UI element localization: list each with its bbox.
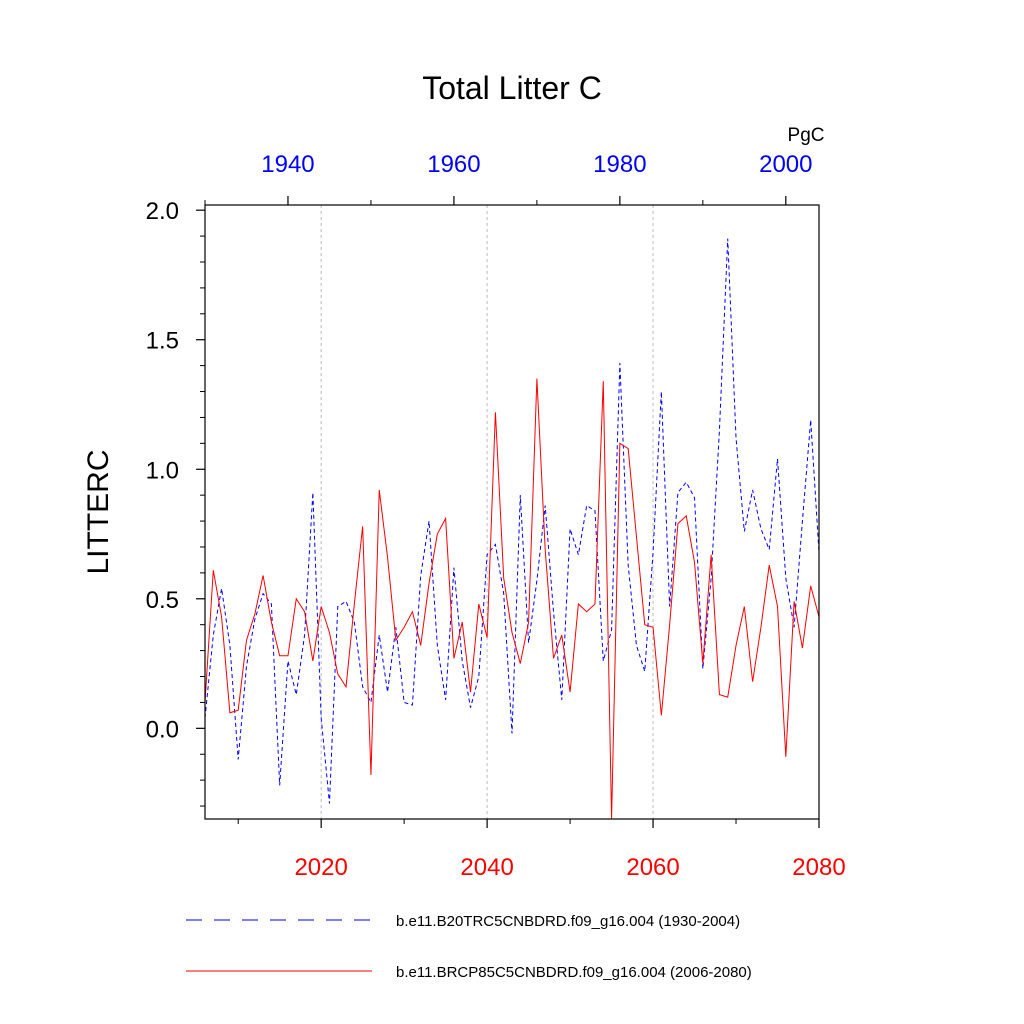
bottom-tick-label-0: 2020 — [294, 854, 347, 881]
y-tick-label-3: 1.5 — [146, 328, 179, 355]
y-tick-label-4: 2.0 — [146, 198, 179, 225]
y-axis-label: LITTERC — [82, 449, 115, 574]
legend-label-rcp85: b.e11.BRCP85C5CNBDRD.f09_g16.004 (2006-2… — [396, 964, 752, 981]
y-tick-label-2: 1.0 — [146, 457, 179, 484]
top-tick-label-2: 1980 — [593, 151, 646, 178]
axes: 0.0 0.5 1.0 1.5 2.0 2020 2040 2060 2080 1940 1960 1… — [146, 151, 846, 881]
legend-label-historical: b.e11.B20TRC5CNBDRD.f09_g16.004 (1930-20… — [396, 913, 740, 930]
bottom-tick-label-2: 2060 — [626, 854, 679, 881]
plot-frame — [204, 204, 820, 820]
y-tick-label-0: 0.0 — [146, 716, 179, 743]
legend: b.e11.B20TRC5CNBDRD.f09_g16.004 (1930-20… — [186, 913, 752, 981]
series-line-1 — [204, 378, 820, 820]
series-line-0 — [204, 238, 820, 804]
top-tick-label-0: 1940 — [261, 151, 314, 178]
bottom-tick-label-1: 2040 — [460, 854, 513, 881]
series-lines — [204, 238, 820, 820]
vertical-grid — [320, 205, 654, 819]
top-tick-label-1: 1960 — [427, 151, 480, 178]
units-label: PgC — [788, 125, 825, 146]
y-tick-label-1: 0.5 — [146, 587, 179, 614]
bottom-tick-label-3: 2080 — [792, 854, 845, 881]
top-tick-label-3: 2000 — [759, 151, 812, 178]
chart-title: Total Litter C — [422, 70, 602, 106]
